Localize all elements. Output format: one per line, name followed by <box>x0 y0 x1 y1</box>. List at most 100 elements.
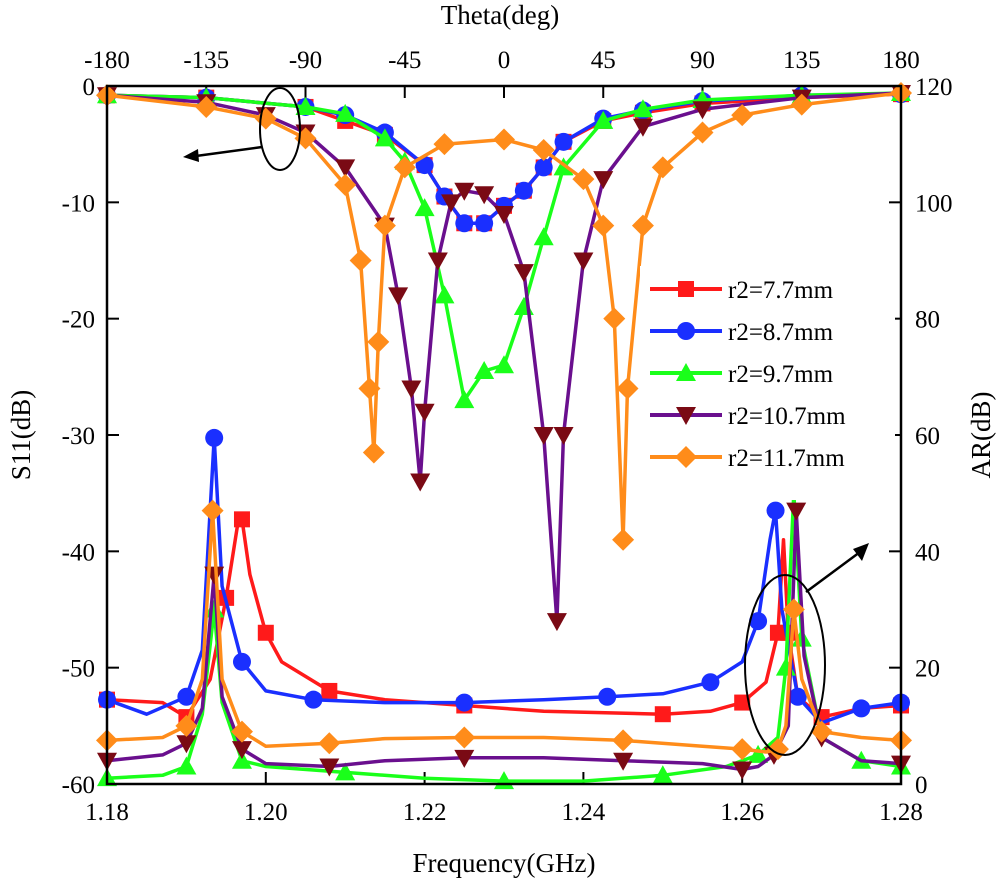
legend-label: r2=9.7mm <box>728 361 834 388</box>
legend-item-r2-10-7mm: r2=10.7mm <box>650 403 846 430</box>
legend-label: r2=7.7mm <box>728 277 834 304</box>
s11-point <box>494 205 514 224</box>
ar-point <box>176 735 197 754</box>
s11-point <box>533 227 554 246</box>
annotation-arrowhead-right <box>853 543 869 561</box>
s11-point <box>434 285 455 304</box>
s11-point <box>692 101 713 120</box>
right-tick-label: 100 <box>915 190 953 217</box>
ar-point <box>177 687 196 706</box>
ar-point <box>732 761 753 780</box>
legend-item-r2-9-7mm: r2=9.7mm <box>650 361 834 388</box>
s11-point <box>553 427 574 445</box>
ar-point <box>852 699 871 718</box>
s11-point <box>401 380 422 399</box>
annotation-ellipse-s11 <box>259 87 301 171</box>
series-layer <box>96 81 912 790</box>
ar-point <box>810 720 833 743</box>
right-tick-label: 60 <box>915 423 940 450</box>
ar-point <box>205 428 224 447</box>
ar-point <box>318 732 341 755</box>
right-tick-label: 40 <box>915 539 940 566</box>
s11-point <box>254 107 277 130</box>
ar-point <box>319 758 340 777</box>
legend-item-r2-8-7mm: r2=8.7mm <box>650 319 834 346</box>
right-tick-label: 20 <box>915 656 940 683</box>
ar-point <box>230 720 253 743</box>
s11-point <box>572 168 595 191</box>
ar-point <box>257 624 274 641</box>
ar-point <box>766 501 785 520</box>
s11-point <box>334 173 357 196</box>
s11-point <box>475 214 494 233</box>
s11-point <box>414 198 435 217</box>
s11-point <box>367 330 390 353</box>
s11-point <box>731 104 754 127</box>
left-tick-label: -60 <box>62 772 95 799</box>
ar-point <box>652 765 673 784</box>
s11-point <box>474 186 495 205</box>
s11-point <box>295 96 316 115</box>
legend-item-r2-11-7mm: r2=11.7mm <box>650 445 845 472</box>
ar-point <box>455 693 474 712</box>
s11-point <box>455 214 474 233</box>
s11-point <box>616 377 639 400</box>
top-tick-label: 0 <box>498 47 511 74</box>
legend-marker <box>676 407 696 425</box>
s11-point <box>349 249 372 272</box>
ar-point <box>734 694 751 711</box>
top-tick-label: -90 <box>289 47 322 74</box>
bottom-tick-label: 1.24 <box>562 799 606 826</box>
ar-point <box>454 749 475 768</box>
s11-point <box>441 194 462 213</box>
right-tick-label: 120 <box>915 74 953 101</box>
s11-point <box>358 377 381 400</box>
s11-point <box>651 156 674 179</box>
right-tick-label: 80 <box>915 307 940 334</box>
s11-point <box>631 214 654 237</box>
left-tick-label: -30 <box>62 423 95 450</box>
ar-point <box>201 499 224 522</box>
s11-point <box>632 118 653 137</box>
series-r2-11-7mm <box>96 81 912 761</box>
ar-point <box>598 687 617 706</box>
ar-point <box>232 652 251 671</box>
s11-point <box>195 95 218 118</box>
ticks: 1.18 1.20 1.22 1.24 1.26 1.28 -180 -135 -90 -45 0 4… <box>62 47 953 826</box>
y-axis-right-title: AR(dB) <box>966 392 996 479</box>
ar-point <box>321 682 338 699</box>
annotations <box>183 87 869 756</box>
s11-point <box>494 355 514 374</box>
s11-point <box>514 181 533 200</box>
s11-point <box>532 138 555 161</box>
top-tick-label: -180 <box>84 47 130 74</box>
ar-point <box>788 687 807 706</box>
ar-line <box>106 436 902 725</box>
s11-point <box>410 473 431 492</box>
s11-point <box>335 159 356 178</box>
left-tick-label: -20 <box>62 307 95 334</box>
s11-point <box>414 403 435 422</box>
right-tick-label: 0 <box>915 772 928 799</box>
left-tick-label: -40 <box>62 539 95 566</box>
top-tick-label: 180 <box>882 47 920 74</box>
legend-marker <box>678 281 694 297</box>
ar-point <box>231 741 252 760</box>
annotation-ellipse-ar <box>744 574 826 756</box>
ar-point <box>233 511 250 528</box>
s11-point <box>593 171 614 190</box>
ar-point <box>231 750 252 769</box>
s11-point <box>474 361 495 380</box>
ar-point <box>175 714 198 737</box>
s11-point <box>513 264 534 283</box>
annotation-arrow-left <box>195 145 263 158</box>
s11-point <box>513 297 534 316</box>
y-axis-left-title: S11(dB) <box>6 390 36 481</box>
legend-marker <box>677 322 695 340</box>
s11-point <box>533 427 554 445</box>
ar-point <box>613 752 634 771</box>
ar-point <box>654 706 671 723</box>
annotation-arrowhead-left <box>183 149 199 162</box>
ar-point <box>335 762 356 781</box>
ar-point <box>748 744 769 763</box>
